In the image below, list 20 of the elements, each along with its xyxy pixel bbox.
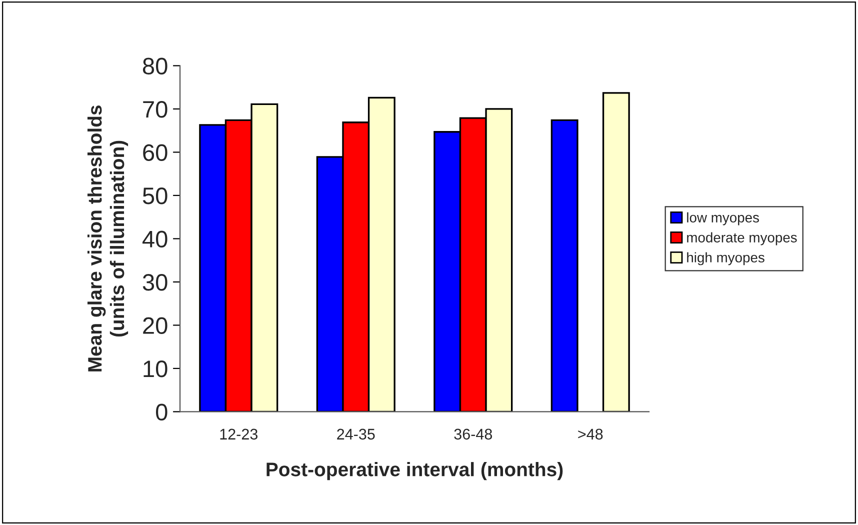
y-tick-label: 30 (142, 274, 168, 291)
bar (602, 92, 630, 412)
x-tick-label: 24-35 (337, 428, 375, 440)
legend-label: low myopes (687, 212, 759, 226)
y-tick-label: 40 (142, 230, 168, 248)
y-axis-title: Mean glare vision thresholds (units of illumination) (87, 106, 128, 372)
x-tick-label: 12-23 (220, 428, 258, 440)
x-axis-title: Post-operative interval (months) (266, 462, 563, 480)
x-tick-label: >48 (578, 428, 603, 440)
legend-label: moderate myopes (687, 232, 797, 246)
y-tick-label: 20 (143, 317, 168, 334)
y-tick-label: 70 (143, 101, 168, 118)
y-tick-label: 10 (144, 360, 168, 378)
y-tick-label: 0 (156, 404, 168, 420)
x-tick-label: 36-48 (454, 428, 492, 440)
y-tick-label: 60 (143, 144, 168, 161)
legend-label: high myopes (687, 252, 764, 266)
y-tick-label: 80 (142, 58, 168, 74)
bar (550, 119, 578, 412)
y-tick-label: 50 (142, 188, 168, 204)
